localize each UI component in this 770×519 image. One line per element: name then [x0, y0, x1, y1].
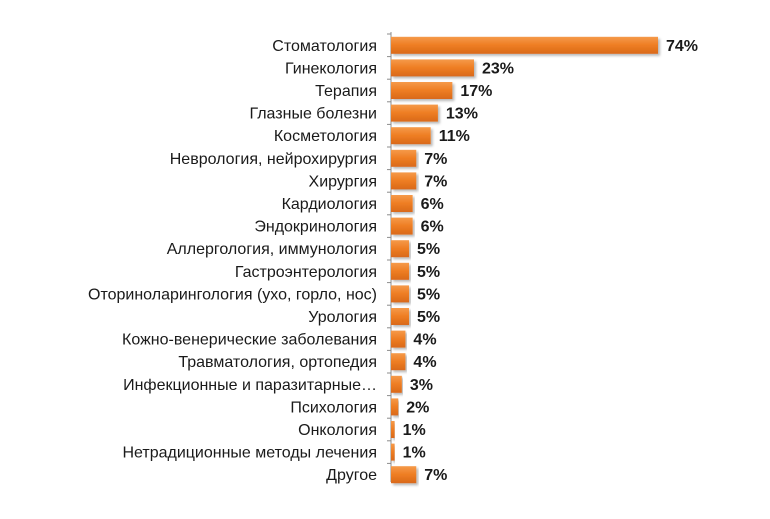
value-label: 74%	[666, 38, 698, 55]
value-label: 7%	[424, 173, 447, 190]
category-label: Кожно-венерические заболевания	[122, 332, 377, 349]
value-label: 11%	[439, 128, 470, 145]
category-axis	[387, 32, 392, 482]
bar	[391, 330, 406, 348]
value-label: 2%	[406, 399, 429, 416]
value-label: 13%	[446, 106, 478, 123]
bar	[391, 443, 395, 461]
category-labels: Стоматология Гинекология Терапия Глазные бо…	[88, 38, 377, 484]
value-label: 17%	[460, 83, 492, 100]
category-label: Другое	[326, 467, 377, 484]
value-label: 5%	[417, 309, 440, 326]
bar	[391, 127, 431, 145]
bar	[391, 285, 410, 303]
value-label: 1%	[403, 422, 426, 439]
bar	[391, 217, 413, 235]
category-label: Инфекционные и паразитарные…	[123, 377, 377, 394]
category-label: Косметология	[274, 128, 377, 145]
bar	[391, 262, 410, 280]
category-label: Эндокринология	[254, 219, 377, 236]
category-label: Онкология	[298, 422, 377, 439]
category-label: Психология	[290, 399, 377, 416]
bar	[391, 308, 410, 325]
category-label: Гастроэнтерология	[235, 264, 377, 281]
bar	[391, 398, 399, 416]
value-label: 5%	[417, 286, 440, 303]
category-label: Глазные болезни	[249, 106, 377, 123]
value-label: 7%	[424, 467, 447, 484]
bar	[391, 353, 406, 371]
value-label: 5%	[417, 264, 440, 281]
bar	[391, 36, 658, 54]
category-label: Кардиология	[282, 196, 377, 213]
bar	[391, 375, 402, 393]
bar	[391, 149, 417, 167]
category-label: Гинекология	[285, 60, 377, 77]
bar	[391, 421, 395, 438]
bar	[391, 104, 438, 122]
category-label: Урология	[308, 309, 377, 326]
bar	[391, 59, 474, 77]
value-label: 4%	[413, 332, 436, 349]
bar	[391, 195, 413, 212]
category-label: Аллергология, иммунология	[167, 241, 377, 258]
bar	[391, 172, 417, 190]
value-label: 5%	[417, 241, 440, 258]
value-label: 1%	[403, 445, 426, 462]
category-label: Неврология, нейрохирургия	[170, 151, 377, 168]
category-label: Травматология, ортопедия	[178, 354, 377, 371]
bars	[391, 36, 658, 484]
value-label: 6%	[421, 219, 444, 236]
value-labels: 74% 23% 17% 13% 11% 7% 7% 6% 6% 5% 5% 5% 5% 4% 4% 3% 2% 1…	[403, 38, 698, 484]
value-label: 4%	[413, 354, 436, 371]
value-label: 23%	[482, 60, 514, 77]
category-label: Стоматология	[272, 38, 377, 55]
bar	[391, 466, 417, 484]
category-label: Нетрадиционные методы лечения	[122, 445, 377, 462]
category-label: Хирургия	[309, 173, 377, 190]
value-label: 6%	[421, 196, 444, 213]
value-label: 3%	[410, 377, 433, 394]
bar	[391, 240, 410, 258]
value-label: 7%	[424, 151, 447, 168]
bar	[391, 82, 453, 99]
category-label: Оториноларингология (ухо, горло, нос)	[88, 286, 377, 303]
category-label: Терапия	[315, 83, 377, 100]
